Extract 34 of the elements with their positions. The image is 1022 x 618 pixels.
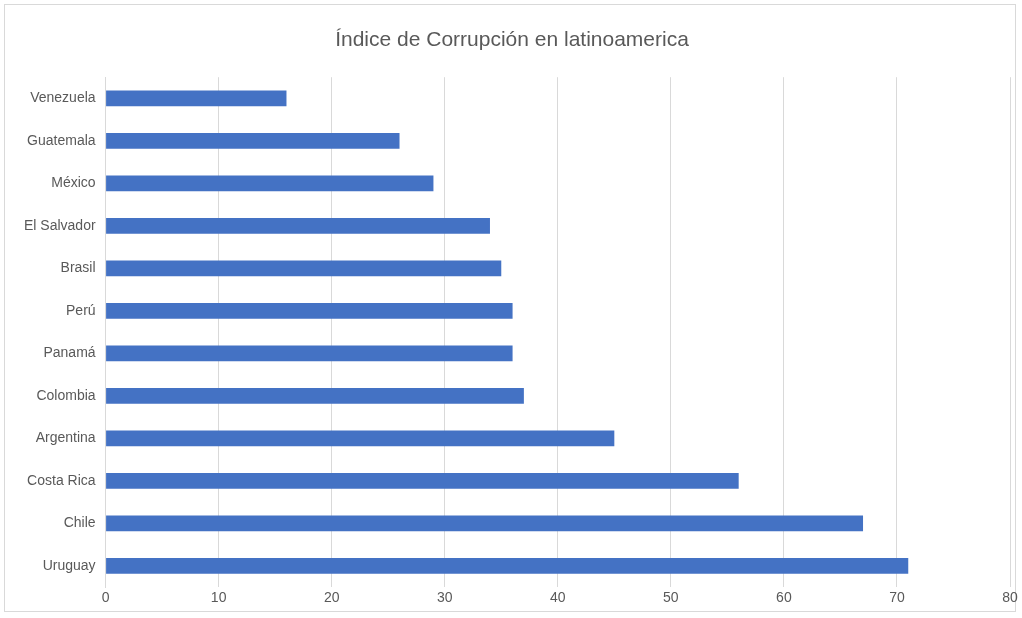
y-tick-label: Panamá <box>43 344 96 361</box>
bar <box>106 515 864 532</box>
x-tick-label: 0 <box>101 589 110 606</box>
y-tick-label: Venezuela <box>30 89 96 106</box>
y-tick-label: Costa Rica <box>27 471 96 488</box>
x-tick-label: 50 <box>663 589 679 606</box>
bar <box>106 473 739 489</box>
bar <box>106 303 513 319</box>
bar <box>106 388 524 404</box>
bar <box>106 218 490 234</box>
y-tick-label: Brasil <box>60 259 96 276</box>
x-tick-label: 30 <box>436 589 453 606</box>
y-tick-label: Uruguay <box>42 556 96 573</box>
y-tick-label: Chile <box>63 514 96 531</box>
y-tick-label: Argentina <box>35 429 96 446</box>
y-tick-label: México <box>51 174 96 191</box>
bar <box>106 90 287 107</box>
y-tick-label: Guatemala <box>27 131 96 148</box>
x-tick-label: 80 <box>1002 589 1018 606</box>
bar <box>106 558 909 574</box>
chart-title: Índice de Corrupción en latinoamerica <box>335 27 690 51</box>
y-tick-label: El Salvador <box>24 216 96 233</box>
x-tick-label: 40 <box>550 589 566 606</box>
x-tick-label: 70 <box>889 589 905 606</box>
bar <box>106 175 434 192</box>
bar <box>106 430 615 447</box>
bar <box>106 345 513 362</box>
y-tick-label: Perú <box>66 301 96 318</box>
y-tick-label: Colombia <box>36 386 96 403</box>
bar <box>106 133 400 149</box>
bar <box>106 260 502 277</box>
x-tick-label: 20 <box>323 589 340 606</box>
x-tick-label: 60 <box>776 589 792 606</box>
x-tick-label: 10 <box>210 589 227 606</box>
